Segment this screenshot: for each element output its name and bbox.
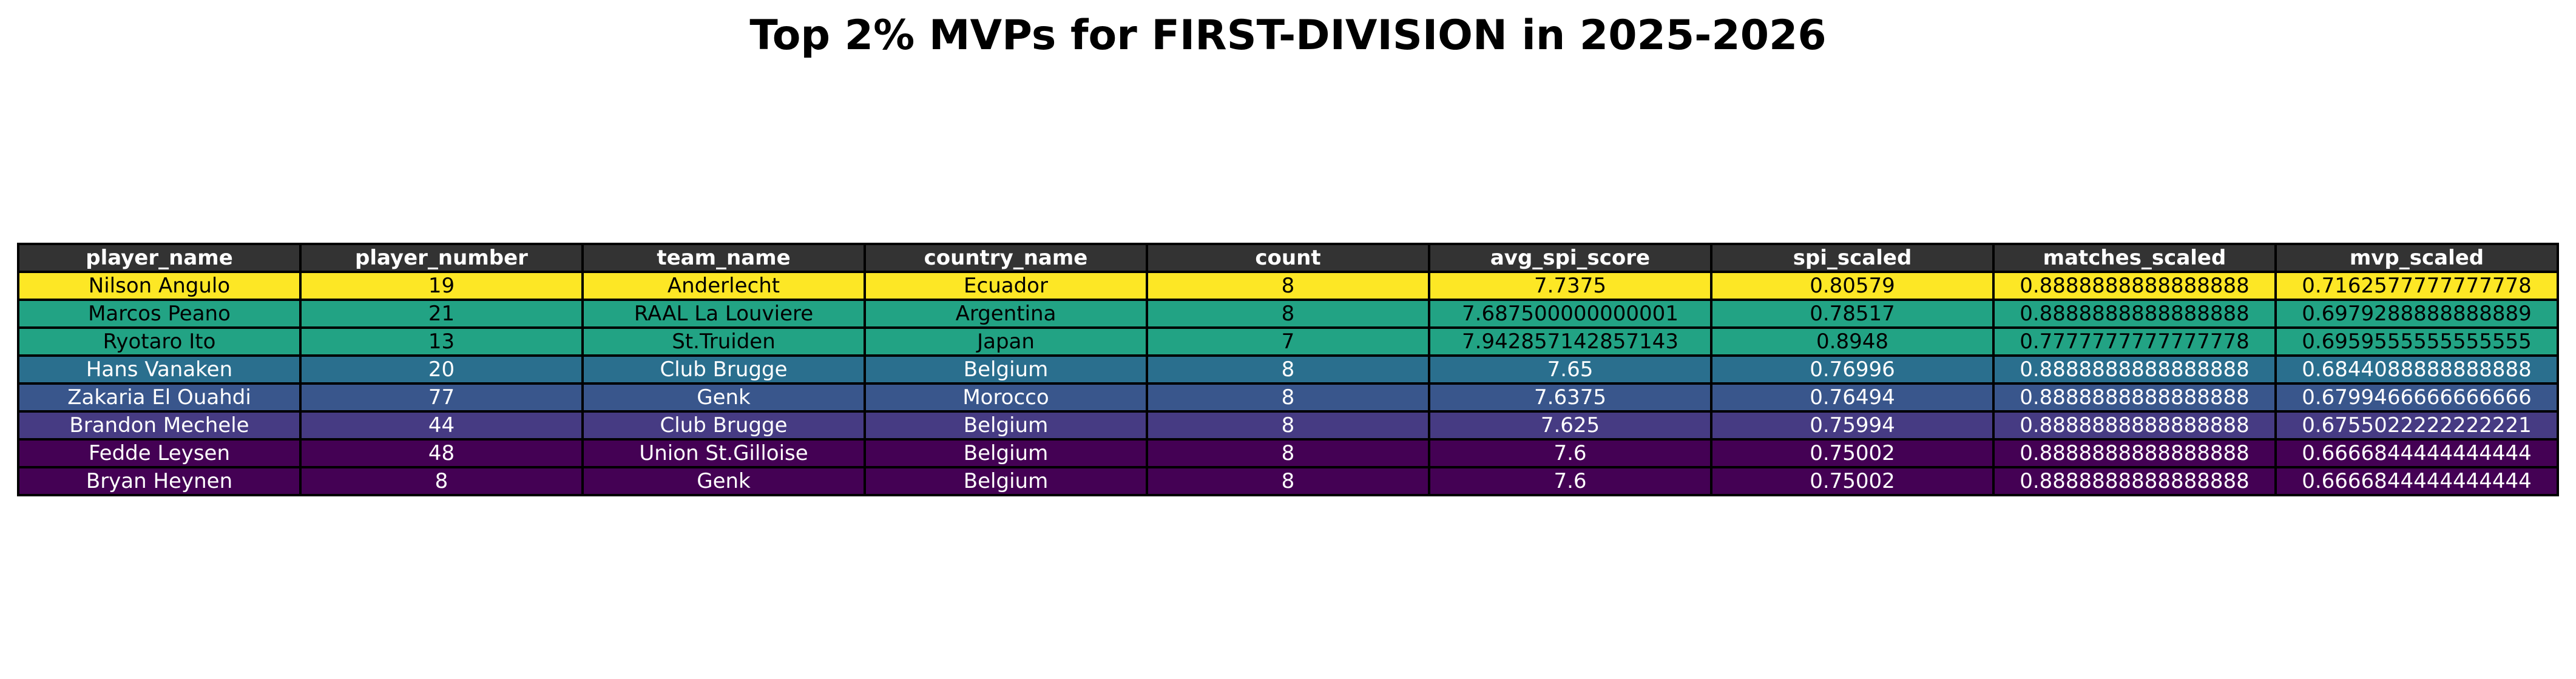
table-cell: 8 (1146, 354, 1430, 385)
table-cell: 0.8888888888888888 (1992, 382, 2277, 413)
column-header: mvp_scaled (2274, 243, 2559, 273)
column-header: avg_spi_score (1428, 243, 1712, 273)
table-cell: 13 (299, 326, 584, 357)
table-cell: 8 (1146, 438, 1430, 468)
table-cell: 7.6 (1428, 438, 1712, 468)
table-cell: 0.7162577777777778 (2274, 271, 2559, 301)
column-header: spi_scaled (1710, 243, 1995, 273)
table-row: Brandon Mechele 44 Club Brugge Belgium 8 7.62… (17, 410, 2559, 441)
table-cell: 8 (1146, 410, 1430, 441)
table-cell: Morocco (864, 382, 1148, 413)
table-cell: Nilson Angulo (17, 271, 302, 301)
table-cell: 7.7375 (1428, 271, 1712, 301)
column-header: matches_scaled (1992, 243, 2277, 273)
column-header: country_name (864, 243, 1148, 273)
table-cell: RAAL La Louviere (581, 299, 866, 329)
table-cell: Zakaria El Ouahdi (17, 382, 302, 413)
table-row: Bryan Heynen 8 Genk Belgium 8 7.6 0.75002 0.888… (17, 466, 2559, 496)
table-body: Nilson Angulo 19 Anderlecht Ecuador 8 7.7375 0… (17, 271, 2559, 496)
table-cell: 21 (299, 299, 584, 329)
table-cell: 0.8888888888888888 (1992, 410, 2277, 441)
chart-title: Top 2% MVPs for FIRST-DIVISION in 2025-2… (749, 12, 1827, 59)
table-cell: 0.75002 (1710, 466, 1995, 496)
table-cell: 0.6844088888888888 (2274, 354, 2559, 385)
table-cell: 0.6666844444444444 (2274, 466, 2559, 496)
table-cell: Club Brugge (581, 410, 866, 441)
table-row: Marcos Peano 21 RAAL La Louviere Argentina 8… (17, 299, 2559, 329)
table-cell: 0.6755022222222221 (2274, 410, 2559, 441)
table-cell: 7.65 (1428, 354, 1712, 385)
column-header: player_name (17, 243, 302, 273)
table-row: Zakaria El Ouahdi 77 Genk Morocco 8 7.6375 0.7… (17, 382, 2559, 413)
table-cell: 0.75002 (1710, 438, 1995, 468)
header-row: player_name player_number team_name coun… (17, 243, 2559, 273)
table-row: Hans Vanaken 20 Club Brugge Belgium 8 7.65 0.7… (17, 354, 2559, 385)
table-cell: 0.7777777777777778 (1992, 326, 2277, 357)
mvp-table-container: player_name player_number team_name coun… (17, 243, 2559, 496)
table-cell: Bryan Heynen (17, 466, 302, 496)
table-cell: 8 (1146, 466, 1430, 496)
table-cell: 7.6375 (1428, 382, 1712, 413)
table-cell: 0.80579 (1710, 271, 1995, 301)
table-cell: Fedde Leysen (17, 438, 302, 468)
table-cell: Hans Vanaken (17, 354, 302, 385)
table-cell: Belgium (864, 438, 1148, 468)
table-header: player_name player_number team_name coun… (17, 243, 2559, 273)
table-cell: 0.8888888888888888 (1992, 271, 2277, 301)
mvp-table: player_name player_number team_name coun… (17, 243, 2559, 496)
table-row: Fedde Leysen 48 Union St.Gilloise Belgium 8 7… (17, 438, 2559, 468)
table-cell: 0.6799466666666666 (2274, 382, 2559, 413)
table-cell: Japan (864, 326, 1148, 357)
table-cell: 44 (299, 410, 584, 441)
table-cell: Belgium (864, 466, 1148, 496)
table-cell: Belgium (864, 410, 1148, 441)
column-header: count (1146, 243, 1430, 273)
table-cell: 19 (299, 271, 584, 301)
table-cell: 0.8888888888888888 (1992, 438, 2277, 468)
column-header: team_name (581, 243, 866, 273)
table-cell: Genk (581, 382, 866, 413)
table-cell: 0.78517 (1710, 299, 1995, 329)
table-cell: 0.75994 (1710, 410, 1995, 441)
table-cell: Argentina (864, 299, 1148, 329)
table-row: Ryotaro Ito 13 St.Truiden Japan 7 7.942857142… (17, 326, 2559, 357)
table-cell: 0.76494 (1710, 382, 1995, 413)
table-cell: 7.6 (1428, 466, 1712, 496)
table-cell: Anderlecht (581, 271, 866, 301)
table-cell: 0.8888888888888888 (1992, 299, 2277, 329)
table-cell: 0.6979288888888889 (2274, 299, 2559, 329)
table-cell: 0.8888888888888888 (1992, 354, 2277, 385)
table-row: Nilson Angulo 19 Anderlecht Ecuador 8 7.7375 0… (17, 271, 2559, 301)
table-cell: 8 (1146, 299, 1430, 329)
table-cell: 7.625 (1428, 410, 1712, 441)
table-cell: Ecuador (864, 271, 1148, 301)
column-header: player_number (299, 243, 584, 273)
table-cell: 8 (1146, 382, 1430, 413)
table-cell: 7.942857142857143 (1428, 326, 1712, 357)
table-cell: 0.8948 (1710, 326, 1995, 357)
table-cell: 8 (1146, 271, 1430, 301)
table-cell: Union St.Gilloise (581, 438, 866, 468)
table-cell: 7 (1146, 326, 1430, 357)
table-cell: Brandon Mechele (17, 410, 302, 441)
table-cell: 20 (299, 354, 584, 385)
table-cell: Marcos Peano (17, 299, 302, 329)
table-cell: 8 (299, 466, 584, 496)
table-cell: Belgium (864, 354, 1148, 385)
table-cell: 48 (299, 438, 584, 468)
table-cell: 7.687500000000001 (1428, 299, 1712, 329)
table-cell: 77 (299, 382, 584, 413)
table-cell: 0.8888888888888888 (1992, 466, 2277, 496)
table-cell: Genk (581, 466, 866, 496)
table-cell: 0.6666844444444444 (2274, 438, 2559, 468)
table-cell: St.Truiden (581, 326, 866, 357)
table-cell: 0.6959555555555555 (2274, 326, 2559, 357)
table-cell: 0.76996 (1710, 354, 1995, 385)
table-cell: Club Brugge (581, 354, 866, 385)
table-cell: Ryotaro Ito (17, 326, 302, 357)
